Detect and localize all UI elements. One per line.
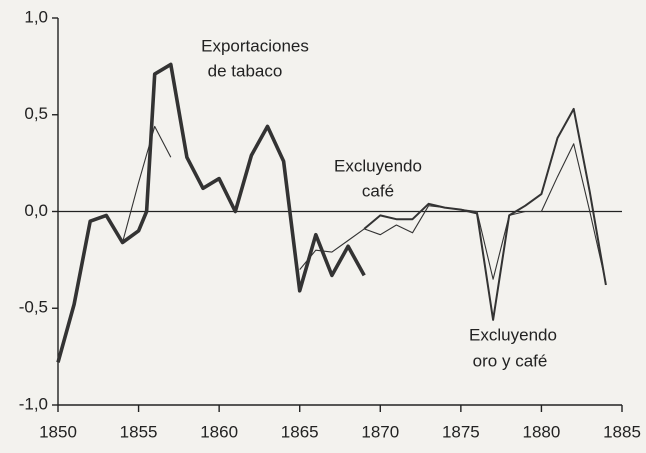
y-tick-label: 0,5 xyxy=(24,104,48,123)
x-tick-label: 1870 xyxy=(361,422,399,441)
annotation: oro y café xyxy=(473,351,548,370)
y-tick-label: 0,0 xyxy=(24,201,48,220)
y-tick-label: -1,0 xyxy=(19,394,48,413)
x-tick-label: 1860 xyxy=(200,422,238,441)
x-tick-label: 1875 xyxy=(442,422,480,441)
series-line xyxy=(56,62,366,363)
annotation: de tabaco xyxy=(208,61,283,80)
annotation: Exportaciones xyxy=(201,36,309,55)
x-tick-label: 1885 xyxy=(603,422,641,441)
series-line xyxy=(363,107,607,321)
series-line xyxy=(121,125,607,284)
x-tick-label: 1880 xyxy=(523,422,561,441)
y-tick-label: -0,5 xyxy=(19,298,48,317)
annotation: Excluyendo xyxy=(334,156,422,175)
annotation: Excluyendo xyxy=(469,325,557,344)
annotation: café xyxy=(362,181,394,200)
x-tick-label: 1865 xyxy=(281,422,319,441)
x-tick-label: 1855 xyxy=(120,422,158,441)
y-tick-label: 1,0 xyxy=(24,7,48,26)
x-tick-label: 1850 xyxy=(39,422,77,441)
